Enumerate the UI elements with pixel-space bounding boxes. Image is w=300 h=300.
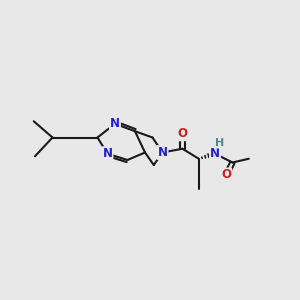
Text: N: N bbox=[158, 146, 167, 159]
Text: N: N bbox=[103, 147, 112, 160]
Text: N: N bbox=[110, 117, 120, 130]
Text: O: O bbox=[221, 169, 231, 182]
Text: H: H bbox=[215, 137, 225, 148]
Text: O: O bbox=[178, 127, 188, 140]
Text: N: N bbox=[210, 147, 220, 160]
